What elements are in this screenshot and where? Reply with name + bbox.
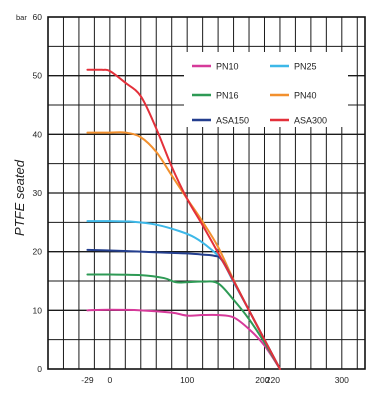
x-tick-label: 200 [255, 375, 269, 385]
legend-label-asa150: ASA150 [216, 116, 249, 126]
y-tick-label: 30 [33, 188, 43, 198]
legend-label-pn10: PN10 [216, 62, 239, 72]
y-tick-label: 0 [37, 364, 42, 374]
x-tick-label: -29 [81, 375, 94, 385]
x-tick-label: 220 [266, 375, 280, 385]
series-line-pn10 [86, 308, 281, 370]
y-unit-label: bar [16, 13, 27, 22]
y-tick-label: 40 [33, 129, 43, 139]
legend-label-pn16: PN16 [216, 91, 239, 101]
series-line-asa300 [86, 68, 281, 370]
y-tick-label: 10 [33, 305, 43, 315]
x-tick-label: 100 [180, 375, 194, 385]
legend-label-pn40: PN40 [294, 91, 317, 101]
plot-frame [47, 16, 366, 370]
x-tick-label: 300 [335, 375, 349, 385]
y-axis-title: PTFE seated [12, 159, 27, 236]
legend-label-pn25: PN25 [294, 62, 317, 72]
y-tick-label: 20 [33, 247, 43, 257]
series-line-pn16 [86, 273, 281, 370]
x-tick-label: 0 [107, 375, 112, 385]
y-tick-label: 60 [33, 12, 43, 22]
y-tick-label: 50 [33, 71, 43, 81]
legend-box [184, 52, 348, 127]
legend-label-asa300: ASA300 [294, 116, 327, 126]
